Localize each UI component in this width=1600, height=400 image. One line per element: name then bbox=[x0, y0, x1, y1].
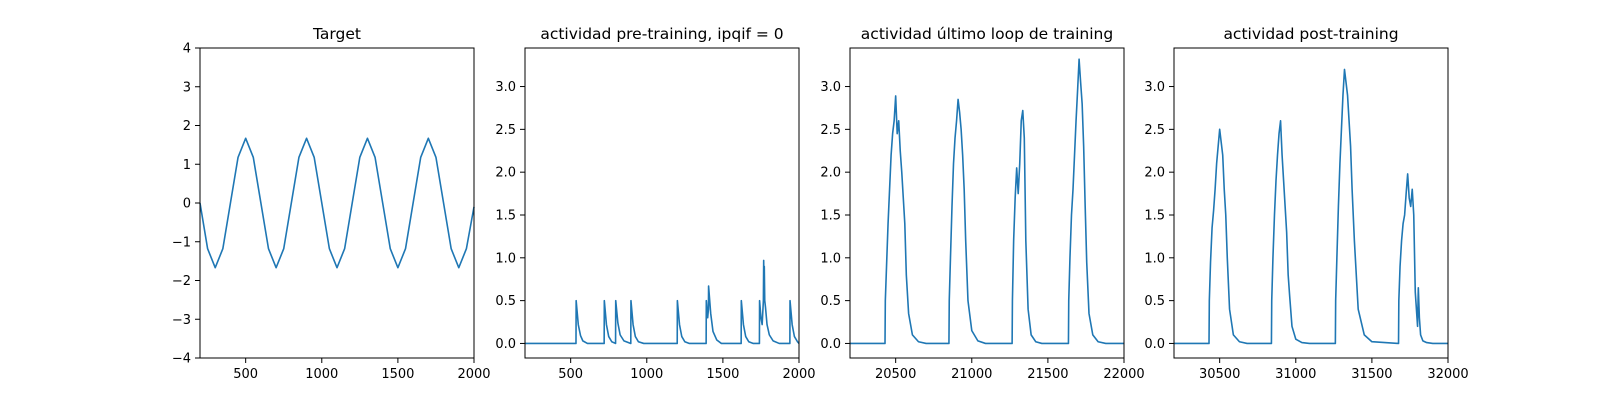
x-tick-label: 2000 bbox=[782, 367, 815, 382]
x-tick-label: 20500 bbox=[875, 367, 916, 382]
series-line bbox=[1174, 68, 1448, 345]
y-tick-label: 1.0 bbox=[820, 251, 841, 266]
x-tick-label: 31500 bbox=[1351, 367, 1392, 382]
axes-title: Target bbox=[312, 25, 361, 43]
x-tick-label: 21000 bbox=[951, 367, 992, 382]
x-tick-label: 2000 bbox=[457, 367, 490, 382]
y-tick-label: 0.0 bbox=[495, 337, 516, 352]
y-tick-label: 2.5 bbox=[495, 123, 516, 138]
axes-title: actividad post-training bbox=[1223, 25, 1398, 43]
x-tick-label: 500 bbox=[558, 367, 583, 382]
chart-panel-1: Target 500 1000 1500 2000 −4 −3 −2 −1 0 1 2 3 4 bbox=[172, 25, 491, 382]
y-tick-label: 0.5 bbox=[495, 294, 516, 309]
y-tick-label: 2.0 bbox=[820, 166, 841, 181]
y-tick-label: 2.5 bbox=[1144, 123, 1165, 138]
axes-frame bbox=[849, 47, 1125, 359]
x-tick-label: 1500 bbox=[381, 367, 414, 382]
y-tick-label: 0.5 bbox=[820, 294, 841, 309]
y-tick-label: 3.0 bbox=[820, 80, 841, 95]
x-tick-label: 500 bbox=[233, 367, 258, 382]
y-tick-label: −2 bbox=[172, 274, 191, 289]
y-tick-label: 2.5 bbox=[820, 123, 841, 138]
y-tick-label: 0.5 bbox=[1144, 294, 1165, 309]
series-line bbox=[525, 259, 800, 345]
y-tick-label: 4 bbox=[183, 42, 191, 57]
y-tick-label: 1.5 bbox=[820, 208, 841, 223]
y-tick-label: −1 bbox=[172, 235, 191, 250]
y-tick-label: 1 bbox=[183, 158, 191, 173]
series-line bbox=[199, 137, 475, 269]
x-tick-label: 1000 bbox=[630, 367, 663, 382]
y-tick-label: 0 bbox=[183, 197, 191, 212]
y-tick-label: 3.0 bbox=[495, 80, 516, 95]
axes-frame bbox=[524, 47, 800, 359]
x-tick-label: 1500 bbox=[706, 367, 739, 382]
y-tick-label: 3 bbox=[183, 80, 191, 95]
y-tick-label: 1.0 bbox=[495, 251, 516, 266]
y-tick-label: −4 bbox=[172, 352, 191, 367]
axes-title: actividad pre-training, ipqif = 0 bbox=[540, 25, 783, 43]
x-tick-label: 1000 bbox=[305, 367, 338, 382]
x-tick-label: 22000 bbox=[1103, 367, 1144, 382]
x-tick-label: 32000 bbox=[1427, 367, 1468, 382]
y-tick-label: 0.0 bbox=[820, 337, 841, 352]
y-tick-label: 1.0 bbox=[1144, 251, 1165, 266]
y-tick-label: 3.0 bbox=[1144, 80, 1165, 95]
chart-panel-4: actividad post-training 30500 31000 31500 32… bbox=[1144, 25, 1468, 382]
chart-panel-2: actividad pre-training, ipqif = 0 500 1000… bbox=[495, 25, 815, 382]
y-tick-label: 1.5 bbox=[1144, 208, 1165, 223]
x-tick-label: 31000 bbox=[1275, 367, 1316, 382]
axes-frame bbox=[1173, 47, 1449, 359]
y-tick-label: 2.0 bbox=[495, 166, 516, 181]
x-tick-label: 30500 bbox=[1199, 367, 1240, 382]
y-tick-label: 2 bbox=[183, 119, 191, 134]
y-tick-label: 0.0 bbox=[1144, 337, 1165, 352]
y-tick-label: −3 bbox=[172, 313, 191, 328]
series-line bbox=[850, 58, 1124, 345]
axes-title: actividad último loop de training bbox=[861, 25, 1113, 43]
y-tick-label: 1.5 bbox=[495, 208, 516, 223]
x-tick-label: 21500 bbox=[1027, 367, 1068, 382]
y-tick-label: 2.0 bbox=[1144, 166, 1165, 181]
chart-panel-3: actividad último loop de training 20500 21… bbox=[820, 25, 1144, 382]
